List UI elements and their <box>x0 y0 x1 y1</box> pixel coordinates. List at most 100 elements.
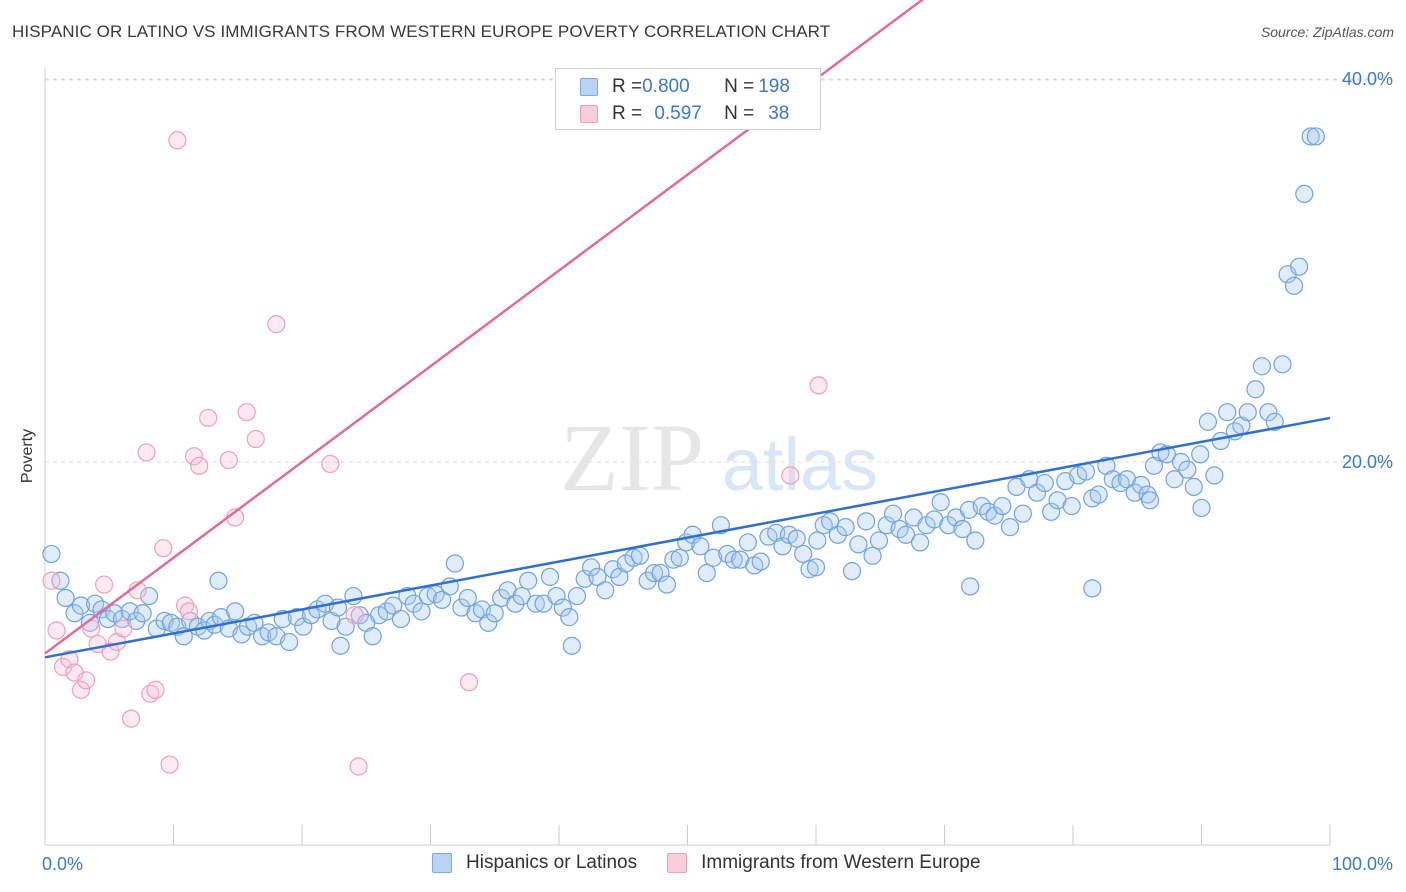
data-point-hispanics <box>751 552 770 571</box>
data-point-hispanics <box>993 496 1012 516</box>
axes <box>44 68 1331 846</box>
data-point-hispanics <box>363 627 382 646</box>
data-point-hispanics <box>664 550 683 569</box>
data-point-hispanics <box>1140 491 1160 510</box>
data-point-hispanics <box>1165 470 1184 489</box>
data-point-immigrants <box>168 131 187 150</box>
data-point-hispanics <box>657 575 677 594</box>
data-point-hispanics <box>1000 518 1020 537</box>
data-point-hispanics <box>567 586 587 606</box>
data-point-hispanics <box>704 548 723 567</box>
watermark-zip: ZIP <box>560 404 704 511</box>
data-point-hispanics <box>391 609 411 629</box>
data-point-hispanics <box>869 531 889 550</box>
data-point-hispanics <box>651 563 670 583</box>
data-point-immigrants <box>71 680 91 699</box>
data-point-hispanics <box>1013 504 1032 523</box>
data-point-hispanics <box>1218 403 1237 422</box>
data-point-hispanics <box>1184 477 1203 496</box>
data-point-immigrants <box>459 673 479 692</box>
data-point-hispanics <box>849 535 868 554</box>
data-point-hispanics <box>56 588 75 608</box>
data-point-hispanics <box>1259 403 1278 422</box>
data-point-hispanics <box>808 531 827 550</box>
legend-item-immigrants[interactable]: Immigrants from Western Europe <box>667 852 981 874</box>
legend-row-hispanics: R = 0.800 N = 198 <box>580 74 790 100</box>
data-point-immigrants <box>47 621 66 640</box>
data-point-hispanics <box>1192 498 1211 518</box>
data-point-hispanics <box>1290 257 1309 276</box>
legend-r-label: R = <box>612 76 643 97</box>
data-point-hispanics <box>1238 403 1257 422</box>
data-point-hispanics <box>133 604 152 623</box>
data-point-hispanics <box>697 563 716 583</box>
data-point-hispanics <box>863 546 882 565</box>
data-point-immigrants <box>101 642 120 661</box>
data-point-hispanics <box>42 544 61 564</box>
data-point-hispanics <box>624 548 643 567</box>
legend-row-immigrants: R = 0.597 N = 38 <box>580 101 789 127</box>
data-point-hispanics <box>1265 412 1284 431</box>
legend-n-label: N = <box>724 76 755 97</box>
data-point-hispanics <box>1205 466 1224 485</box>
legend-swatch-hispanics <box>432 853 452 873</box>
data-point-immigrants <box>60 650 79 669</box>
data-point-immigrants <box>349 757 368 776</box>
data-point-hispanics <box>961 577 980 596</box>
data-point-hispanics <box>857 512 876 531</box>
data-point-hispanics <box>280 632 299 652</box>
data-point-immigrants <box>77 671 96 690</box>
data-point-hispanics <box>1042 502 1061 521</box>
data-point-immigrants <box>246 429 265 449</box>
data-point-hispanics <box>112 609 132 629</box>
data-point-immigrants <box>237 403 256 422</box>
data-point-hispanics <box>1062 496 1081 516</box>
data-point-immigrants <box>190 456 209 475</box>
data-point-hispanics <box>738 533 757 552</box>
legend-n-value: 198 <box>758 76 790 97</box>
y-axis-label: Poverty <box>19 428 36 484</box>
data-point-immigrants <box>781 466 800 485</box>
legend-r-value: 0.597 <box>654 103 702 124</box>
data-point-hispanics <box>553 598 572 617</box>
legend-swatch-hispanics <box>580 78 598 96</box>
data-point-hispanics <box>644 563 664 583</box>
data-point-hispanics <box>1027 483 1047 502</box>
legend-label-hispanics: Hispanics or Latinos <box>466 852 638 873</box>
data-point-hispanics <box>1083 579 1102 598</box>
data-point-hispanics <box>540 567 560 587</box>
legend-swatch-immigrants <box>667 853 688 873</box>
chart-title: HISPANIC OR LATINO VS IMMIGRANTS FROM WE… <box>12 22 831 41</box>
data-point-hispanics <box>1178 460 1197 479</box>
data-point-hispanics <box>630 546 650 565</box>
y-tick-label: 40.0% <box>1342 69 1393 89</box>
data-point-hispanics <box>512 586 531 606</box>
legend-swatch-immigrants <box>580 105 598 123</box>
data-point-hispanics <box>209 571 228 590</box>
data-point-hispanics <box>773 537 792 556</box>
data-point-immigrants <box>114 619 133 638</box>
y-tick-label: 20.0% <box>1342 452 1393 472</box>
data-point-hispanics <box>404 594 423 613</box>
legend-item-hispanics[interactable]: Hispanics or Latinos <box>432 852 637 874</box>
series-immigrants-points <box>42 131 828 776</box>
data-point-hispanics <box>384 596 403 615</box>
data-point-immigrants <box>809 376 828 395</box>
data-point-hispanics <box>432 590 452 609</box>
data-point-hispanics <box>896 525 916 544</box>
x-tick-label: 100.0% <box>1332 854 1393 874</box>
legend-r-label: R = <box>612 103 643 124</box>
legend-label-immigrants: Immigrants from Western Europe <box>701 852 981 873</box>
data-point-hispanics <box>806 558 826 577</box>
trend-line-immigrants <box>44 0 925 655</box>
data-point-immigrants <box>137 443 156 462</box>
data-point-hispanics <box>1295 184 1314 203</box>
source-label: Source: ZipAtlas.com <box>1260 24 1394 40</box>
data-point-immigrants <box>219 450 238 470</box>
data-point-hispanics <box>485 604 504 623</box>
data-point-hispanics <box>836 518 855 537</box>
data-point-hispanics <box>966 531 985 550</box>
data-point-hispanics <box>691 537 710 556</box>
data-point-hispanics <box>910 533 930 552</box>
